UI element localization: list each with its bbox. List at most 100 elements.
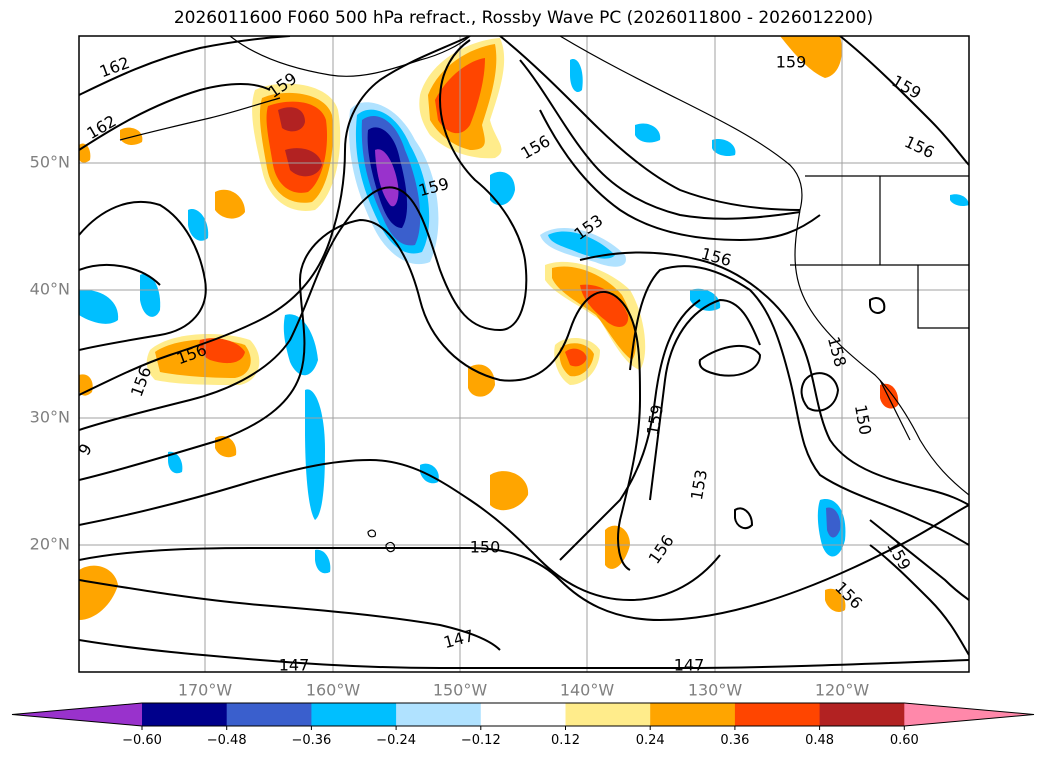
contour-line — [79, 458, 721, 602]
alaska-coast — [229, 36, 471, 77]
lon-label: 120°W — [815, 681, 870, 700]
shade-cool — [315, 549, 331, 574]
aleutian-chain — [119, 97, 281, 141]
lon-labels: 170°W 160°W 150°W 140°W 130°W 120°W — [178, 681, 870, 700]
colorbar-tick-label: −0.60 — [122, 733, 162, 748]
lat-labels: 50°N 40°N 30°N 20°N — [30, 153, 70, 554]
shade-warm — [79, 565, 118, 620]
colorbar-tick-label: −0.24 — [376, 733, 416, 748]
colorbar-segment — [311, 703, 397, 726]
colorbar-segment — [396, 703, 482, 726]
lon-label: 170°W — [178, 681, 233, 700]
colorbar: −0.60 −0.48 −0.36 −0.24 −0.12 0.12 0.24 0.36 0.4… — [11, 702, 1035, 748]
shade-warm — [285, 148, 322, 177]
shade-cool — [548, 231, 615, 259]
shade-warm — [468, 364, 495, 397]
shade-cool — [490, 171, 515, 206]
lat-label: 40°N — [30, 280, 70, 299]
colorbar-tick-label: −0.48 — [207, 733, 247, 748]
contour-line — [734, 507, 754, 529]
baja-coast — [879, 379, 911, 441]
colorbar-tick-label: 0.24 — [636, 733, 665, 748]
hawaii-island — [367, 529, 377, 538]
colorbar-segment — [226, 703, 312, 726]
contour-line — [79, 36, 471, 396]
colorbar-tick-label: −0.36 — [291, 733, 331, 748]
lon-label: 130°W — [688, 681, 743, 700]
shade-warm — [780, 36, 842, 78]
contour-line — [499, 36, 801, 211]
contour-line — [79, 218, 642, 571]
colorbar-segment — [142, 703, 228, 726]
shade-cool — [305, 389, 325, 520]
colorbar-tick-label: −0.12 — [461, 733, 501, 748]
contour-line — [79, 36, 291, 96]
contour-line — [629, 265, 969, 546]
shade-warm — [215, 435, 237, 458]
shade-cool — [79, 289, 119, 324]
contour-line — [519, 59, 801, 220]
contour-label: 150 — [470, 538, 501, 557]
contour-line — [869, 297, 886, 314]
shade-warm — [215, 189, 245, 219]
contour-line — [698, 344, 762, 377]
shade-warm — [278, 107, 305, 132]
shade-cool — [635, 123, 661, 143]
shade-cool — [140, 274, 161, 317]
shade-warm — [199, 338, 245, 364]
shade-cool — [168, 451, 183, 474]
contour-label: 147 — [279, 656, 310, 675]
state-border — [917, 265, 969, 329]
shade-warm — [120, 127, 143, 145]
height-contours — [79, 36, 969, 669]
lon-label: 140°W — [560, 681, 615, 700]
colorbar-tick-label: 0.60 — [890, 733, 919, 748]
contour-line — [800, 372, 840, 412]
map-frame — [78, 35, 970, 673]
colorbar-tick-label: 0.36 — [720, 733, 749, 748]
coastlines — [119, 36, 969, 553]
shade-cool — [188, 209, 209, 241]
lat-label: 30°N — [30, 408, 70, 427]
lat-label: 20°N — [30, 535, 70, 554]
shade-cool — [690, 288, 721, 311]
lat-label: 50°N — [30, 153, 70, 172]
lon-label: 160°W — [306, 681, 361, 700]
contour-line — [79, 39, 528, 431]
colorbar-segment — [819, 703, 905, 726]
contour-line — [869, 544, 969, 656]
lon-label: 150°W — [433, 681, 488, 700]
map-title: 2026011600 F060 500 hPa refract., Rossby… — [173, 8, 874, 28]
contour-line — [79, 200, 207, 351]
contour-line — [869, 519, 969, 601]
colorbar-segment — [565, 703, 651, 726]
shade-warm — [490, 471, 529, 511]
colorbar-segment — [650, 703, 736, 726]
contour-line — [79, 504, 969, 622]
colorbar-segment — [734, 703, 821, 726]
contour-label: 159 — [776, 53, 807, 72]
colorbar-extend-low — [12, 703, 142, 726]
contour-line — [79, 83, 271, 151]
colorbar-tick-label: 0.48 — [805, 733, 834, 748]
contour-line — [559, 299, 701, 561]
contour-line — [839, 36, 969, 166]
us-west-coast — [794, 209, 969, 496]
contour-line — [649, 298, 761, 501]
contour-line — [79, 639, 969, 669]
shade-cool — [826, 507, 841, 538]
colorbar-tick-label: 0.12 — [551, 733, 580, 748]
shade-warm — [565, 348, 587, 367]
bc-coast — [559, 36, 803, 211]
shade-cool — [570, 59, 583, 93]
contour-line — [539, 109, 821, 242]
contour-line — [79, 579, 501, 651]
shade-cool — [712, 139, 736, 157]
shade-cool — [950, 194, 969, 207]
contour-line — [579, 251, 969, 506]
colorbar-extend-high — [904, 703, 1034, 726]
shade-cool — [283, 314, 318, 376]
colorbar-segment — [480, 703, 566, 726]
contour-line — [79, 264, 161, 286]
